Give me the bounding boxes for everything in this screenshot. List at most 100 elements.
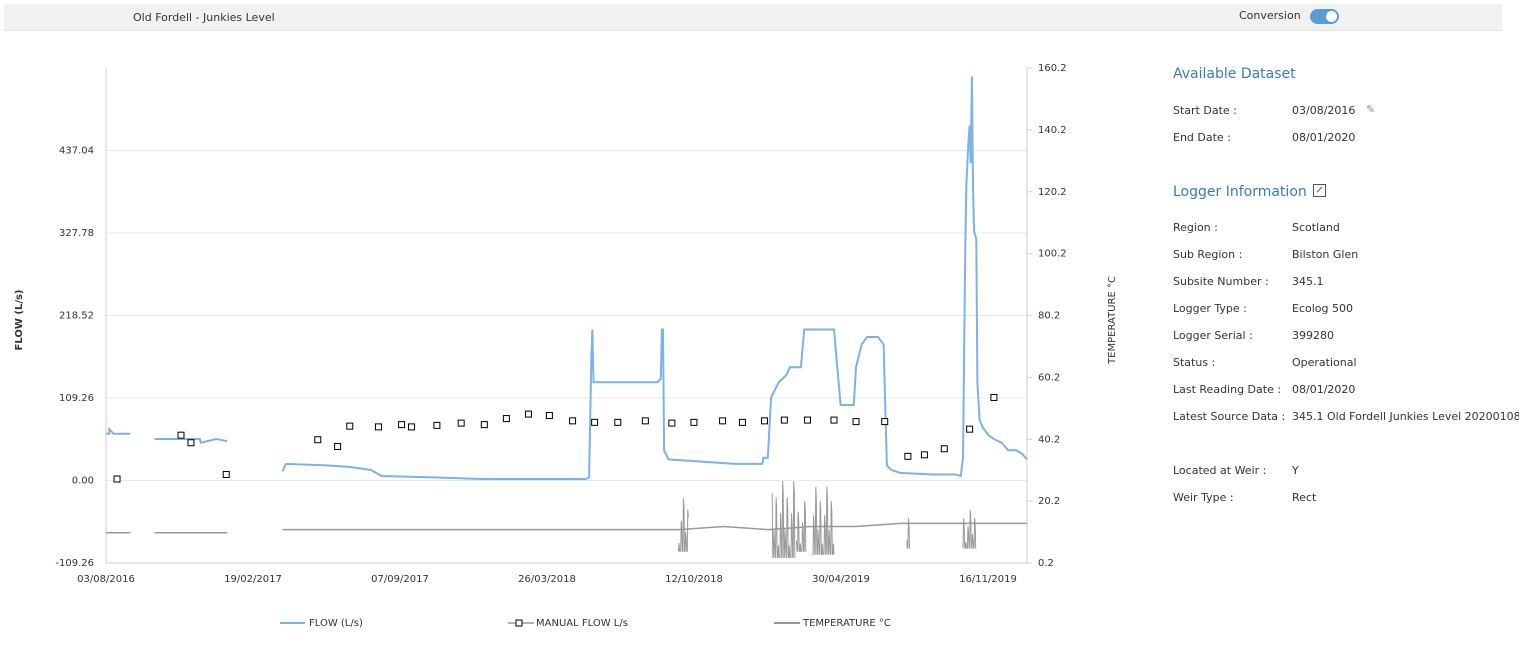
manual-flow-point	[334, 443, 342, 451]
toggle-knob	[1326, 11, 1337, 22]
x-tick-label: 19/02/2017	[224, 574, 282, 585]
manual-flow-point	[920, 451, 928, 459]
pencil-icon[interactable]: ✎	[1366, 103, 1376, 116]
logger-key: Sub Region :	[1173, 248, 1243, 261]
manual-flow-point	[408, 423, 416, 431]
weir-key: Weir Type :	[1173, 491, 1234, 504]
right-tick-label: 160.2	[1038, 63, 1067, 74]
left-tick-label: -109.26	[55, 558, 94, 569]
conversion-label: Conversion	[1239, 9, 1301, 22]
right-tick-label: 120.2	[1038, 187, 1067, 198]
legend-flow-label: FLOW (L/s)	[309, 618, 363, 629]
left-tick-label: 327.78	[59, 228, 94, 239]
left-axis-title: FLOW (L/s)	[14, 290, 25, 351]
weir-key: Located at Weir :	[1173, 464, 1267, 477]
temperature-noise	[678, 498, 689, 552]
manual-flow-point	[346, 422, 354, 430]
manual-flow-point	[690, 418, 698, 426]
top-bar: Old Fordell - Junkies Level Conversion	[4, 4, 1502, 31]
expand-icon[interactable]	[1312, 184, 1326, 197]
left-tick-label: 437.04	[59, 146, 94, 157]
logger-value: 08/01/2020	[1292, 383, 1356, 396]
manual-flow-point	[668, 419, 676, 427]
logger-title: Logger Information	[1173, 184, 1307, 200]
x-tick-label: 30/04/2019	[812, 574, 870, 585]
logger-value: Operational	[1292, 356, 1357, 369]
dataset-value: 03/08/2016	[1292, 104, 1356, 117]
right-tick-label: 0.2	[1038, 558, 1054, 569]
right-tick-label: 100.2	[1038, 249, 1067, 260]
logger-value: 345.1	[1292, 275, 1324, 288]
logger-key: Subsite Number :	[1173, 275, 1269, 288]
right-tick-label: 140.2	[1038, 125, 1067, 136]
manual-flow-point	[177, 431, 185, 439]
manual-flow-point	[433, 421, 441, 429]
x-tick-label: 26/03/2018	[518, 574, 576, 585]
x-tick-label: 16/11/2019	[959, 574, 1017, 585]
x-tick-label: 03/08/2016	[77, 574, 135, 585]
conversion-toggle[interactable]	[1310, 9, 1339, 24]
logger-key: Last Reading Date :	[1173, 383, 1282, 396]
temperature-noise	[962, 509, 977, 549]
flow-line	[106, 426, 131, 435]
page-title: Old Fordell - Junkies Level	[133, 11, 275, 24]
x-tick-label: 07/09/2017	[371, 574, 429, 585]
dataset-key: Start Date :	[1173, 104, 1237, 117]
left-tick-label: 218.52	[59, 311, 94, 322]
logger-value: Scotland	[1292, 221, 1340, 234]
legend-manual-label: MANUAL FLOW L/s	[536, 618, 628, 629]
manual-flow-point	[614, 418, 622, 426]
manual-flow-point	[113, 475, 121, 483]
flow-line	[588, 76, 1028, 478]
logger-key: Region :	[1173, 221, 1218, 234]
left-tick-label: 0.00	[72, 476, 94, 487]
manual-flow-point	[904, 452, 912, 460]
manual-flow-point	[374, 423, 382, 431]
manual-flow-point	[187, 439, 195, 447]
weir-value: Rect	[1292, 491, 1317, 504]
temperature-noise	[811, 486, 835, 555]
right-tick-label: 20.2	[1038, 496, 1060, 507]
dataset-title: Available Dataset	[1173, 66, 1296, 82]
temperature-line	[282, 522, 1027, 531]
logger-key: Logger Serial :	[1173, 329, 1253, 342]
manual-flow-point	[966, 425, 974, 433]
logger-header: Logger Information	[1173, 181, 1326, 200]
logger-value: Bilston Glen	[1292, 248, 1359, 261]
right-axis-title: TEMPERATURE °C	[1107, 276, 1118, 365]
manual-flow-point	[398, 421, 406, 429]
x-tick-label: 12/10/2018	[665, 574, 723, 585]
logger-value: 345.1 Old Fordell Junkies Level 20200108	[1292, 410, 1519, 423]
weir-value: Y	[1292, 464, 1299, 477]
manual-flow-point	[591, 418, 599, 426]
manual-flow-point	[760, 417, 768, 425]
manual-flow-point	[881, 418, 889, 426]
manual-flow-point	[852, 418, 860, 426]
right-tick-label: 40.2	[1038, 434, 1060, 445]
manual-flow-point	[641, 417, 649, 425]
manual-flow-point	[480, 421, 488, 429]
right-tick-label: 60.2	[1038, 372, 1060, 383]
logger-key: Latest Source Data :	[1173, 410, 1286, 423]
manual-flow-point	[940, 445, 948, 453]
temperature-noise	[796, 501, 807, 552]
manual-flow-point	[830, 416, 838, 424]
manual-flow-point	[990, 393, 998, 401]
flow-line	[154, 437, 228, 444]
flow-chart: -109.26 0.00 109.26 218.52 327.78 437.04 0.2 20…	[14, 63, 1118, 629]
logger-key: Status :	[1173, 356, 1216, 369]
manual-flow-point	[780, 416, 788, 424]
temperature-noise	[771, 480, 796, 558]
manual-flow-point	[222, 470, 230, 478]
legend-temp-label: TEMPERATURE °C	[802, 618, 891, 629]
dataset-value: 08/01/2020	[1292, 131, 1356, 144]
manual-flow-point	[719, 417, 727, 425]
left-tick-label: 109.26	[59, 393, 94, 404]
logger-key: Logger Type :	[1173, 302, 1247, 315]
legend-manual-marker	[515, 619, 523, 627]
manual-flow-point	[502, 415, 510, 423]
manual-flow-point	[804, 416, 812, 424]
manual-flow-point	[569, 417, 577, 425]
dataset-key: End Date :	[1173, 131, 1231, 144]
manual-flow-point	[457, 419, 465, 427]
